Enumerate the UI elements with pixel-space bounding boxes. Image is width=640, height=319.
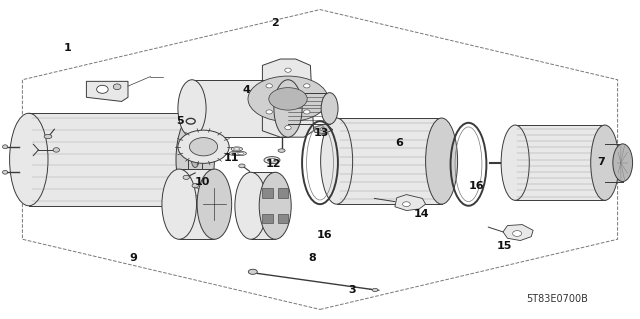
Ellipse shape — [321, 93, 338, 124]
Text: 3: 3 — [348, 285, 356, 295]
Ellipse shape — [97, 85, 108, 93]
Ellipse shape — [248, 269, 257, 274]
Ellipse shape — [266, 110, 273, 114]
Text: 13: 13 — [314, 128, 329, 138]
Bar — [192, 80, 288, 137]
Bar — [605, 144, 623, 182]
Bar — [179, 169, 214, 239]
Ellipse shape — [501, 125, 529, 200]
Text: 1: 1 — [63, 43, 71, 53]
Ellipse shape — [239, 164, 245, 168]
Text: 10: 10 — [195, 177, 210, 187]
Ellipse shape — [278, 149, 285, 152]
Bar — [278, 188, 288, 198]
Text: 14: 14 — [413, 209, 429, 219]
Polygon shape — [262, 59, 314, 137]
Text: 16: 16 — [317, 230, 332, 241]
Bar — [262, 214, 273, 223]
Text: 15: 15 — [497, 241, 512, 251]
Ellipse shape — [613, 144, 632, 182]
Text: 11: 11 — [224, 153, 239, 163]
Ellipse shape — [3, 170, 8, 174]
Ellipse shape — [229, 152, 241, 155]
Bar — [262, 188, 273, 198]
Bar — [29, 113, 195, 206]
Text: 16: 16 — [468, 181, 484, 191]
Ellipse shape — [189, 188, 202, 196]
Bar — [278, 214, 288, 223]
Ellipse shape — [248, 76, 328, 122]
Ellipse shape — [426, 118, 458, 204]
Ellipse shape — [372, 288, 378, 292]
Ellipse shape — [285, 68, 291, 72]
Ellipse shape — [3, 145, 8, 149]
Polygon shape — [86, 81, 128, 101]
Ellipse shape — [269, 88, 307, 110]
Ellipse shape — [232, 152, 238, 155]
Ellipse shape — [266, 84, 273, 88]
Polygon shape — [395, 195, 426, 211]
Ellipse shape — [183, 175, 189, 179]
Ellipse shape — [591, 125, 619, 200]
Ellipse shape — [176, 113, 214, 206]
Ellipse shape — [162, 169, 196, 239]
Ellipse shape — [189, 123, 202, 131]
Text: 6: 6 — [395, 137, 403, 148]
Ellipse shape — [178, 80, 206, 137]
Ellipse shape — [235, 172, 267, 239]
Ellipse shape — [189, 137, 218, 156]
Ellipse shape — [303, 84, 310, 88]
Ellipse shape — [44, 135, 52, 138]
Text: 2: 2 — [271, 18, 279, 28]
Bar — [251, 172, 275, 239]
Text: 8: 8 — [308, 253, 316, 263]
Ellipse shape — [192, 184, 198, 188]
Bar — [515, 125, 605, 200]
Text: 5: 5 — [177, 116, 184, 126]
Ellipse shape — [403, 202, 410, 207]
Ellipse shape — [274, 80, 302, 137]
Ellipse shape — [237, 152, 244, 155]
Ellipse shape — [513, 231, 522, 236]
Ellipse shape — [303, 110, 310, 114]
Ellipse shape — [321, 118, 353, 204]
Ellipse shape — [113, 84, 121, 90]
Ellipse shape — [268, 158, 276, 162]
Ellipse shape — [320, 128, 325, 131]
Ellipse shape — [231, 147, 243, 151]
Ellipse shape — [178, 130, 229, 163]
Ellipse shape — [259, 172, 291, 239]
Ellipse shape — [285, 126, 291, 130]
Ellipse shape — [10, 113, 48, 206]
Bar — [188, 106, 202, 213]
Text: 12: 12 — [266, 159, 282, 169]
Ellipse shape — [264, 157, 280, 164]
Bar — [337, 118, 442, 204]
Polygon shape — [314, 124, 333, 134]
Text: 9: 9 — [129, 253, 137, 263]
Text: 5T83E0700B: 5T83E0700B — [526, 294, 588, 304]
Text: 7: 7 — [598, 157, 605, 167]
Ellipse shape — [234, 148, 240, 150]
Ellipse shape — [235, 152, 246, 155]
Ellipse shape — [191, 152, 199, 167]
Ellipse shape — [197, 169, 232, 239]
Ellipse shape — [53, 148, 60, 152]
Text: 4: 4 — [243, 85, 250, 95]
Polygon shape — [503, 225, 533, 241]
